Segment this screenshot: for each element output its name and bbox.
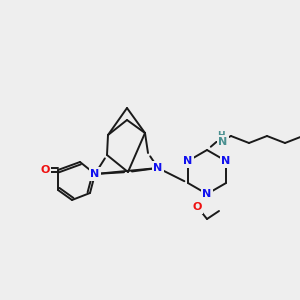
- Text: N: N: [183, 156, 193, 166]
- Text: N: N: [90, 169, 100, 179]
- Text: N: N: [218, 137, 228, 147]
- Text: N: N: [202, 189, 211, 199]
- Text: N: N: [221, 156, 231, 166]
- Text: N: N: [153, 163, 163, 173]
- Text: O: O: [40, 165, 50, 175]
- Text: H: H: [217, 130, 225, 140]
- Text: O: O: [192, 202, 202, 212]
